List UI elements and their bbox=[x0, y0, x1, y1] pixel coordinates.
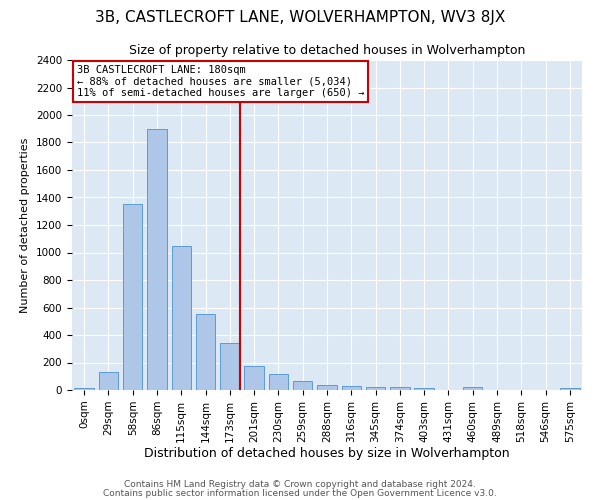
Text: Contains HM Land Registry data © Crown copyright and database right 2024.: Contains HM Land Registry data © Crown c… bbox=[124, 480, 476, 489]
Text: Contains public sector information licensed under the Open Government Licence v3: Contains public sector information licen… bbox=[103, 489, 497, 498]
Bar bbox=[415, 388, 434, 390]
Bar bbox=[244, 366, 264, 390]
Text: 3B CASTLECROFT LANE: 180sqm
← 88% of detached houses are smaller (5,034)
11% of : 3B CASTLECROFT LANE: 180sqm ← 88% of det… bbox=[77, 65, 365, 98]
Bar bbox=[560, 388, 580, 390]
Bar bbox=[123, 204, 142, 390]
Bar bbox=[74, 388, 94, 390]
Bar bbox=[366, 386, 385, 390]
Bar bbox=[341, 386, 361, 390]
Bar bbox=[269, 374, 288, 390]
Bar bbox=[317, 384, 337, 390]
Y-axis label: Number of detached properties: Number of detached properties bbox=[20, 138, 31, 312]
Bar bbox=[172, 246, 191, 390]
Bar bbox=[99, 372, 118, 390]
Bar bbox=[220, 343, 239, 390]
Text: 3B, CASTLECROFT LANE, WOLVERHAMPTON, WV3 8JX: 3B, CASTLECROFT LANE, WOLVERHAMPTON, WV3… bbox=[95, 10, 505, 25]
Bar bbox=[196, 314, 215, 390]
Bar bbox=[390, 387, 410, 390]
Bar bbox=[147, 128, 167, 390]
X-axis label: Distribution of detached houses by size in Wolverhampton: Distribution of detached houses by size … bbox=[144, 448, 510, 460]
Title: Size of property relative to detached houses in Wolverhampton: Size of property relative to detached ho… bbox=[129, 44, 525, 58]
Bar bbox=[463, 387, 482, 390]
Bar bbox=[293, 381, 313, 390]
